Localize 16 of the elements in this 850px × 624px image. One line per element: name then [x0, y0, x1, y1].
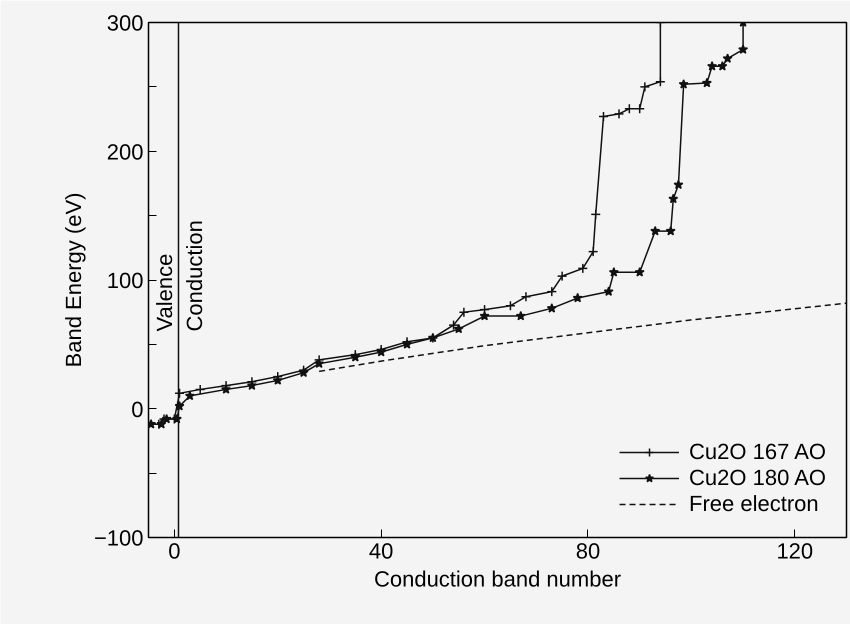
annotation: Conduction [182, 220, 207, 332]
x-tick-label: 0 [168, 538, 180, 564]
y-tick-label: −100 [94, 526, 144, 550]
legend-label: Free electron [689, 491, 819, 517]
x-tick-label: 120 [776, 538, 814, 564]
y-tick-label: 300 [106, 10, 144, 36]
y-axis-title: Band Energy (eV) [60, 192, 86, 368]
y-tick-label: 100 [106, 268, 144, 293]
x-tick-label: 80 [576, 538, 600, 564]
x-axis-title: Conduction band number [374, 566, 622, 592]
annotation: Valence [152, 254, 177, 332]
legend-label: Cu2O 180 AO [689, 465, 826, 491]
y-tick-label: 0 [131, 396, 144, 422]
y-tick-label: 200 [106, 139, 144, 164]
x-tick-label: 40 [368, 538, 394, 564]
legend-label: Cu2O 167 AO [689, 439, 826, 465]
